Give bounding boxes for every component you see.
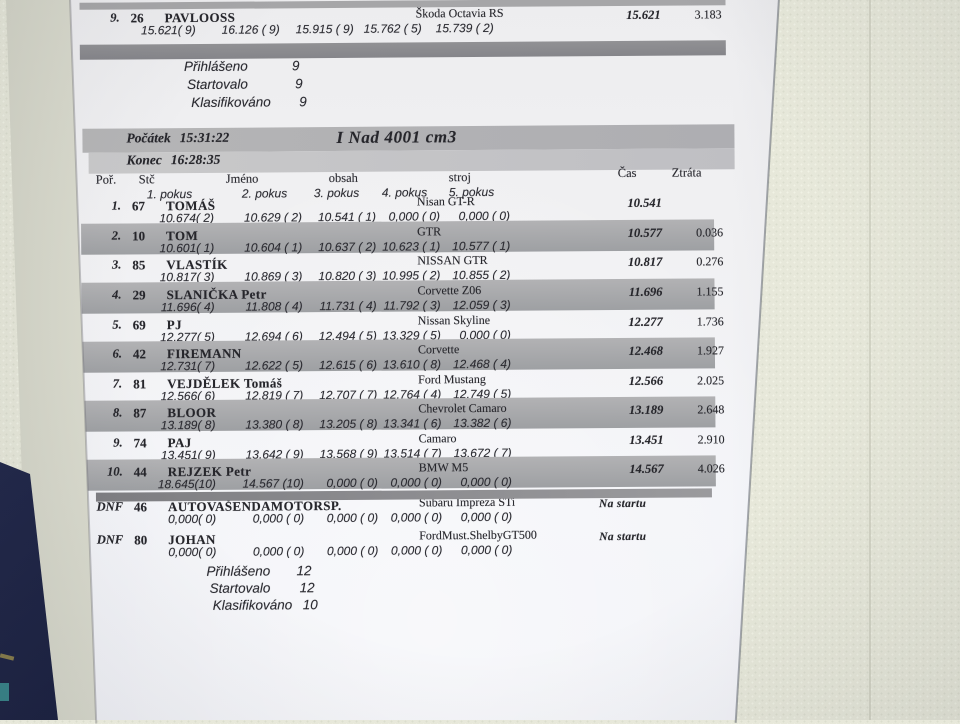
summary-label: Přihlášeno xyxy=(183,58,248,75)
row-car-name: BMW M5 xyxy=(418,460,469,475)
col-header-time: Čas xyxy=(617,165,637,181)
result-row-dnf: DNF 80 JOHAN FordMust.ShelbyGT500 0,000( 0) 0… xyxy=(70,527,779,566)
row-attempt-time: 0,000 ( 0) xyxy=(460,474,512,490)
row-attempt-time: 0,000 ( 0) xyxy=(460,542,513,558)
row-car-name: NISSAN GTR xyxy=(417,252,488,268)
summary-label: Přihlášeno xyxy=(206,563,271,579)
row-gap: 3.183 xyxy=(694,7,722,22)
row-best-time: 14.567 xyxy=(629,461,664,476)
row-attempt-time: 12.468 ( 4) xyxy=(452,356,512,372)
row-attempt-time: 0,000( 0) xyxy=(168,544,217,560)
row-gap: 2.025 xyxy=(697,373,725,388)
summary-line: Přihlášeno 9 xyxy=(184,58,300,74)
col-header-machine: stroj xyxy=(448,170,472,185)
session-end: Konec 16:28:35 xyxy=(127,152,221,169)
summary-value: 12 xyxy=(299,580,315,596)
class-title: I Nad 4001 cm3 xyxy=(336,127,457,147)
row-gap: 0.276 xyxy=(696,254,724,269)
row-attempt-time: 12.059 ( 3) xyxy=(452,297,511,313)
col-header-capacity: obsah xyxy=(328,170,358,186)
row-gap: 4.026 xyxy=(697,461,725,476)
summary-line: Klasifikováno 9 xyxy=(191,94,307,110)
row-attempt-time: 0,000 ( 0) xyxy=(460,509,513,525)
row-car-name: GTR xyxy=(417,224,442,239)
row-attempt-time: 11.696( 4) xyxy=(160,299,215,315)
row-car-name: Chevrolet Camaro xyxy=(418,400,507,416)
row-car-name: Ford Mustang xyxy=(418,371,486,387)
row-best-time: 10.541 xyxy=(627,195,662,210)
col-header-num: Stč xyxy=(138,172,155,187)
row-best-time: 13.189 xyxy=(628,402,664,417)
binder-glint-teal xyxy=(0,683,9,701)
session-start-time: 15:31:22 xyxy=(179,129,230,146)
col-header-gap: Ztráta xyxy=(671,165,702,180)
row-status: Na startu xyxy=(598,497,647,511)
row-best-time: 11.696 xyxy=(628,284,663,299)
session-start: Počátek 15:31:22 xyxy=(126,130,229,147)
row-car-name: Škoda Octavia RS xyxy=(415,5,504,21)
row-car-name: Camaro xyxy=(418,431,457,446)
row-car-name: Corvette Z06 xyxy=(417,282,482,298)
col-header-name: Jméno xyxy=(225,171,259,186)
row-best-time: 15.621 xyxy=(626,7,661,22)
row-best-time: 12.566 xyxy=(628,373,664,388)
summary-line: Klasifikováno 10 xyxy=(213,597,318,613)
row-gap: 2.648 xyxy=(697,402,725,417)
row-gap: 1.927 xyxy=(696,343,724,358)
row-car-name: Corvette xyxy=(417,342,460,357)
row-attempt-time: 12.731( 7) xyxy=(160,358,216,374)
col-header-pos: Poř. xyxy=(95,172,117,187)
row-best-time: 13.451 xyxy=(629,432,664,447)
row-car-name: Nissan Skyline xyxy=(417,312,491,328)
row-attempt-time: 10.601( 1) xyxy=(159,240,215,256)
summary-value: 10 xyxy=(302,597,318,613)
row-attempt-time: 0,000( 0) xyxy=(168,511,217,527)
row-car-name: FordMust.ShelbyGT500 xyxy=(419,527,537,543)
row-best-time: 12.277 xyxy=(628,314,663,329)
session-end-time: 16:28:35 xyxy=(170,151,221,168)
session-end-label: Konec xyxy=(126,152,162,168)
summary-label: Klasifikováno xyxy=(191,94,271,111)
row-best-time: 12.468 xyxy=(628,343,663,358)
table-end-band xyxy=(79,40,726,60)
row-status: Na startu xyxy=(599,530,647,544)
summary-value: 9 xyxy=(299,94,307,110)
summary-value: 9 xyxy=(295,76,303,92)
row-gap: 2.910 xyxy=(697,432,725,447)
summary-line: Startovalo 9 xyxy=(187,76,303,92)
row-car-name: Nisan GT-R xyxy=(416,194,475,209)
row-gap: 1.736 xyxy=(696,314,724,329)
summary-value: 12 xyxy=(296,563,312,579)
session-start-label: Počátek xyxy=(126,130,171,146)
row-attempt-time: 13.189( 8) xyxy=(160,417,216,433)
result-row: 9. 26 PAVLOOSS Škoda Octavia RS 15.621( 9) 16… xyxy=(70,5,779,44)
summary-label: Startovalo xyxy=(187,76,248,93)
row-gap: 0.036 xyxy=(696,225,724,240)
summary-label: Klasifikováno xyxy=(212,597,293,613)
row-gap: 1.155 xyxy=(696,284,724,299)
row-attempt-time: 15.739 ( 2) xyxy=(435,20,494,36)
row-attempt-time: 10.577 ( 1) xyxy=(452,238,511,254)
summary-value: 9 xyxy=(291,58,300,74)
row-attempt-time: 18.645(10) xyxy=(157,476,216,492)
row-attempt-time: 13.382 ( 6) xyxy=(453,415,512,431)
row-best-time: 10.577 xyxy=(627,225,663,240)
summary-label: Startovalo xyxy=(209,580,271,596)
row-best-time: 10.817 xyxy=(627,254,663,269)
wall-panel-seam xyxy=(869,0,871,720)
summary-line: Přihlášeno 12 xyxy=(206,563,311,579)
summary-line: Startovalo 12 xyxy=(210,580,315,596)
